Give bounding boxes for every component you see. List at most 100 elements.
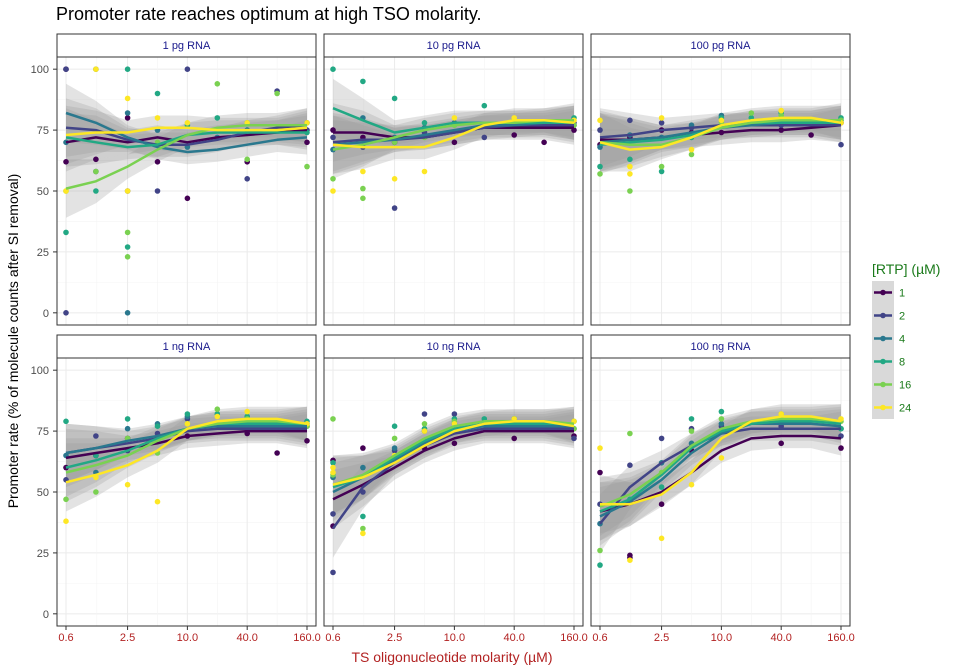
y-tick-label: 0 bbox=[43, 609, 49, 621]
data-point bbox=[597, 127, 603, 133]
data-point bbox=[184, 421, 191, 427]
x-tick-label: 160.0 bbox=[827, 632, 855, 644]
data-point bbox=[421, 428, 428, 434]
data-point bbox=[627, 171, 633, 177]
data-point bbox=[244, 156, 250, 163]
data-point bbox=[627, 557, 633, 563]
data-point bbox=[451, 115, 458, 121]
y-tick-label: 25 bbox=[37, 247, 49, 259]
data-point bbox=[627, 156, 633, 163]
y-tick-label: 50 bbox=[37, 487, 49, 499]
series-line bbox=[332, 422, 574, 489]
x-tick-label: 10.0 bbox=[444, 632, 465, 644]
data-point bbox=[330, 464, 336, 471]
data-point bbox=[597, 117, 603, 124]
confidence-band bbox=[333, 406, 574, 514]
confidence-band bbox=[333, 414, 574, 529]
data-point bbox=[124, 425, 131, 432]
data-point bbox=[93, 156, 99, 163]
data-point bbox=[124, 95, 131, 102]
data-point bbox=[778, 107, 784, 114]
x-tick-label: 0.6 bbox=[325, 632, 340, 644]
data-point bbox=[63, 518, 69, 524]
legend-title: [RTP] (µM) bbox=[872, 261, 940, 277]
facet-panel: 10 pg RNA bbox=[323, 33, 584, 326]
data-point bbox=[597, 445, 603, 451]
data-point bbox=[63, 229, 69, 236]
legend-key-point bbox=[880, 335, 886, 342]
data-point bbox=[571, 435, 577, 442]
x-tick-label: 160.0 bbox=[293, 632, 321, 644]
data-point bbox=[511, 132, 517, 138]
data-point bbox=[184, 120, 191, 126]
panel-border bbox=[323, 56, 584, 326]
data-point bbox=[330, 66, 336, 72]
data-point bbox=[597, 469, 603, 476]
data-point bbox=[124, 253, 131, 260]
data-point bbox=[718, 408, 725, 415]
data-point bbox=[330, 469, 336, 476]
data-point bbox=[778, 440, 784, 447]
data-point bbox=[360, 168, 366, 175]
data-point bbox=[481, 102, 488, 109]
data-point bbox=[718, 455, 725, 461]
data-point bbox=[154, 188, 161, 194]
data-point bbox=[511, 435, 517, 442]
data-point bbox=[838, 445, 844, 451]
data-point bbox=[214, 406, 221, 413]
data-point bbox=[658, 168, 665, 175]
facet-strip-label: 10 pg RNA bbox=[427, 40, 481, 52]
data-point bbox=[93, 188, 99, 194]
data-point bbox=[360, 195, 366, 202]
x-tick-label: 10.0 bbox=[177, 632, 198, 644]
facet-strip-label: 1 pg RNA bbox=[163, 40, 211, 52]
data-point bbox=[597, 547, 603, 554]
data-point bbox=[330, 511, 336, 517]
data-point bbox=[330, 188, 336, 194]
series-line bbox=[65, 417, 308, 484]
data-point bbox=[658, 484, 665, 490]
data-point bbox=[93, 66, 99, 72]
data-point bbox=[124, 481, 131, 488]
data-point bbox=[391, 445, 398, 451]
data-point bbox=[63, 66, 69, 72]
panel-border bbox=[323, 357, 584, 627]
x-axis-label: TS oligonucleotide molarity (µM) bbox=[351, 649, 552, 665]
data-point bbox=[627, 163, 633, 170]
data-point bbox=[658, 435, 665, 442]
series-line bbox=[599, 422, 842, 518]
data-point bbox=[154, 423, 161, 430]
x-tick-label: 10.0 bbox=[711, 632, 732, 644]
data-point bbox=[244, 176, 250, 182]
data-point bbox=[304, 139, 310, 146]
y-tick-label: 0 bbox=[43, 308, 49, 320]
data-point bbox=[214, 81, 221, 87]
legend-key-point bbox=[880, 289, 886, 296]
data-point bbox=[184, 66, 191, 72]
facet-panel: 100 ng RNA 0.6 2.5 10.0 40.0 160.0 bbox=[590, 334, 855, 644]
data-point bbox=[124, 229, 131, 236]
y-tick-label: 100 bbox=[31, 64, 49, 76]
x-tick-label: 40.0 bbox=[770, 632, 791, 644]
chart-title: Promoter rate reaches optimum at high TS… bbox=[56, 4, 482, 24]
data-point bbox=[808, 132, 814, 138]
data-point bbox=[244, 408, 250, 415]
data-point bbox=[658, 120, 665, 126]
data-point bbox=[838, 141, 844, 148]
data-point bbox=[124, 188, 131, 194]
data-point bbox=[421, 411, 428, 417]
data-point bbox=[688, 151, 695, 158]
data-point bbox=[330, 569, 336, 576]
data-point bbox=[658, 501, 665, 508]
data-point bbox=[330, 460, 336, 466]
data-point bbox=[451, 411, 458, 417]
data-point bbox=[274, 450, 280, 456]
data-point bbox=[360, 513, 366, 520]
series-line bbox=[332, 420, 575, 486]
data-point bbox=[154, 90, 161, 97]
data-point bbox=[391, 205, 398, 211]
data-point bbox=[330, 176, 336, 182]
data-point bbox=[597, 163, 603, 170]
